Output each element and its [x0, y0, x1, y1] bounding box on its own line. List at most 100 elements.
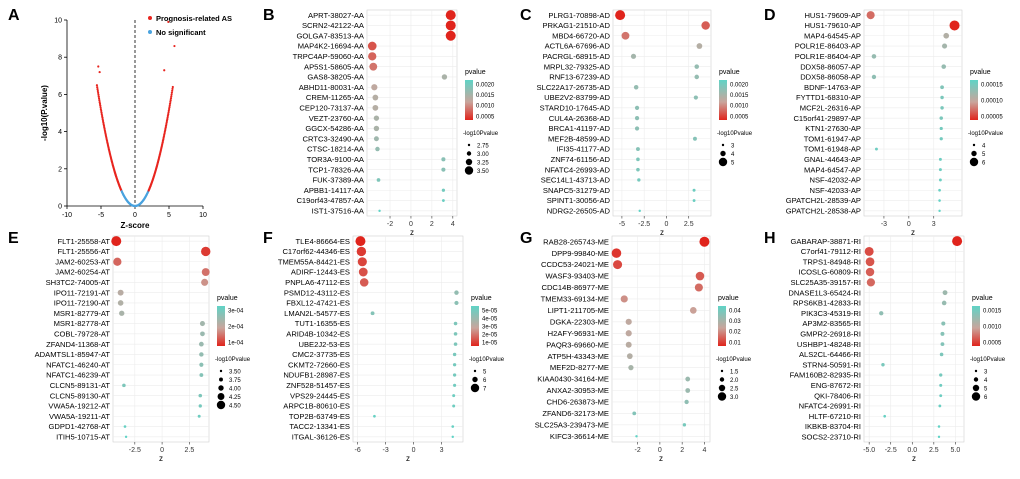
dot-point — [367, 41, 377, 51]
pvalue-legend-title: pvalue — [471, 295, 492, 302]
dot-point — [375, 146, 380, 152]
category-label: UBE2V2-83799-AD — [544, 93, 610, 102]
size-legend-dot — [972, 384, 980, 392]
dot-point — [636, 157, 640, 162]
dot-point — [124, 435, 128, 439]
dot-point — [453, 321, 458, 326]
category-label: FUK-37389-AA — [313, 176, 365, 185]
dot-point — [198, 404, 202, 408]
dot-point — [938, 199, 941, 202]
category-label: CKMT2-72660-ES — [288, 360, 350, 369]
pvalue-tick-label: 0.0005 — [476, 114, 495, 120]
x-tick-label: 2 — [430, 221, 434, 228]
plot-panel — [863, 9, 963, 217]
pvalue-legend-title: pvalue — [718, 295, 739, 302]
dot-point — [635, 435, 638, 438]
category-label: ARPC1B-80610-ES — [283, 402, 350, 411]
dot-point — [625, 330, 632, 337]
dotplot-h: -5.0 -2.5 0.0 2.5 5.0 z GABARAP-38871-RIC7orf4… — [788, 235, 1006, 463]
size-legend-label: 6 — [982, 160, 986, 166]
category-label: VPS29-24445-ES — [290, 391, 350, 400]
pvalue-tick-label: 0.0020 — [730, 82, 749, 88]
category-label: AP5S1-58605-AA — [304, 62, 365, 71]
dot-point — [940, 95, 944, 100]
dot-point — [625, 318, 632, 325]
plot-panel — [863, 235, 965, 443]
size-legend-dot — [720, 150, 726, 157]
volcano-point — [170, 93, 173, 96]
x-axis-title: z — [911, 228, 915, 237]
category-label: APBB1-14117-AA — [304, 186, 365, 195]
y-axis-title: -log10(P.value) — [40, 85, 49, 141]
volcano-point — [99, 108, 102, 111]
dot-point — [940, 106, 944, 110]
category-label: PAQR3-69660-ME — [546, 340, 609, 349]
dot-point — [637, 178, 641, 182]
volcano-point — [167, 113, 170, 116]
dot-point — [368, 52, 377, 61]
category-label: NFATC1-46240-AT — [46, 360, 110, 369]
dot-point — [201, 278, 209, 286]
category-label: BDNF-14763-AP — [804, 83, 861, 92]
dot-point — [620, 295, 628, 303]
category-label: DDX58-86058-AP — [800, 73, 861, 82]
size-legend-title: -log10Pvalue — [968, 131, 1004, 137]
dot-point — [123, 425, 127, 428]
category-label: SH3TC2-74005-AT — [46, 278, 111, 287]
category-label: LMAN2L-54577-ES — [284, 309, 350, 318]
dot-point — [199, 373, 204, 377]
dot-point — [881, 363, 885, 367]
dot-point — [638, 209, 641, 213]
dot-point — [441, 74, 448, 80]
category-label: KIAA0430-34164-ME — [537, 375, 609, 384]
dot-point — [441, 167, 446, 172]
category-label: MEF2B-48599-AD — [548, 134, 611, 143]
dot-point — [938, 209, 941, 213]
plot-panel — [112, 235, 210, 443]
dot-point — [453, 342, 458, 346]
x-tick-label: -6 — [355, 447, 361, 454]
dot-point — [357, 257, 367, 267]
category-label: APRT-38027-AA — [308, 11, 365, 20]
dotplot-d: -3 0 3zHUS1-79609-APHUS1-79610-APMAP4-6454… — [786, 9, 1004, 237]
dot-point — [685, 388, 691, 393]
dot-point — [694, 64, 700, 69]
dot-point — [630, 53, 637, 59]
size-legend-dot — [972, 143, 976, 147]
size-legend-title: -log10Pvalue — [469, 357, 505, 363]
dot-point — [701, 21, 710, 30]
pvalue-tick-label: 5e-05 — [482, 308, 498, 314]
x-tick-label: 0 — [160, 447, 164, 454]
dotplot-g: -2 0 2 4 z RAB28-265743-ME DPP9-99840-ME CCDC53… — [535, 235, 752, 463]
plot-panel — [366, 9, 458, 217]
size-legend-dot — [974, 369, 978, 373]
size-legend-label: 4 — [731, 152, 735, 158]
x-tick-label: 0 — [409, 221, 413, 228]
dot-point — [682, 423, 687, 427]
x-tick-label: 0 — [412, 447, 416, 454]
pvalue-tick-label: 0.01 — [729, 340, 741, 346]
size-legend-label: 5 — [731, 160, 735, 166]
x-tick-label: 0 — [658, 447, 662, 454]
category-label: TOR3A-9100-AA — [307, 155, 365, 164]
category-label: PNPLA6-47112-ES — [285, 278, 350, 287]
dot-point — [938, 157, 942, 161]
plot-panel — [611, 235, 711, 443]
category-label: NDUFB1-28987-ES — [283, 371, 350, 380]
x-axis-title: z — [912, 454, 916, 463]
dotplot-e: -2.5 0 2.5zFLT1-25558-ATFLT1-25556-ATJAM2-… — [35, 235, 251, 463]
category-label: FBXL12-47421-ES — [286, 299, 350, 308]
category-label: GAS8-38205-AA — [307, 73, 364, 82]
legend-dot-nonsig — [148, 30, 152, 34]
category-label: UBE2J2-53-ES — [299, 340, 351, 349]
size-legend-dot — [217, 393, 225, 400]
pvalue-tick-label: 0.0015 — [730, 93, 749, 99]
category-label: SLC22A17-26735-AD — [537, 83, 611, 92]
volcano-point — [97, 65, 100, 68]
dot-point — [358, 267, 368, 277]
panel-letter-f: F — [263, 230, 273, 247]
dot-point — [939, 126, 943, 131]
size-legend-label: 4.50 — [229, 403, 241, 409]
category-label: C7orf41-79112-RI — [801, 247, 861, 256]
dot-point — [941, 300, 947, 306]
